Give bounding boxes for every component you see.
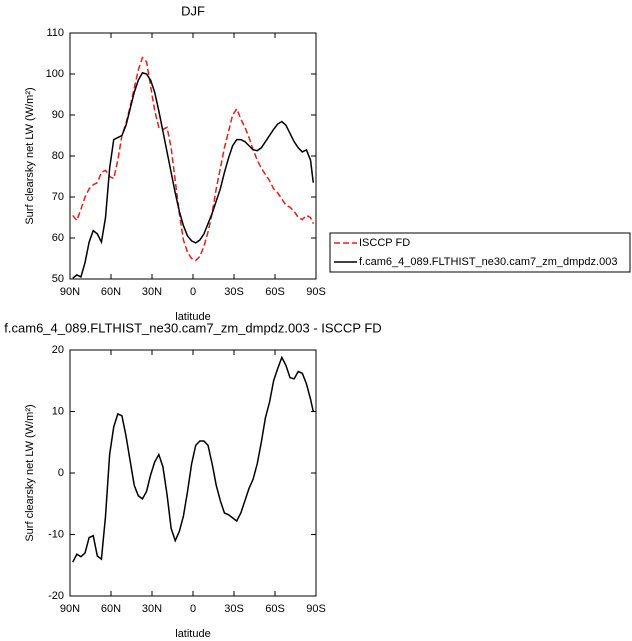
x-tick-label: 60S [265,286,285,298]
legend-box [329,232,631,273]
x-tick-label: 60N [101,286,121,298]
y-tick-label: 20 [52,344,64,356]
y-tick-label: 110 [46,27,64,39]
y-tick-label: 80 [52,150,64,162]
y-tick-label: 60 [52,232,64,244]
y-tick-label: 100 [46,68,64,80]
x-tick-label: 30N [142,603,162,615]
data-line [72,56,314,262]
legend-label: f.cam6_4_089.FLTHIST_ne30.cam7_zm_dmpdz.… [359,256,617,268]
data-line [72,355,315,563]
y-tick-label: -20 [48,590,64,602]
x-tick-label: 0 [190,286,196,298]
chart-title: DJF [181,3,205,18]
x-tick-label: 90N [60,603,80,615]
legend-label: ISCCP FD [359,237,410,249]
x-tick-label: 0 [190,603,196,615]
x-tick-label: 90N [60,286,80,298]
y-tick-label: -10 [48,528,64,540]
x-axis-label: latitude [175,311,210,323]
y-tick-label: 70 [52,191,64,203]
x-tick-label: 30S [224,286,244,298]
y-tick-label: 10 [52,405,64,417]
x-tick-label: 60S [265,603,285,615]
x-tick-label: 90S [306,603,326,615]
x-tick-label: 60N [101,603,121,615]
y-tick-label: 0 [58,467,64,479]
y-tick-label: 50 [52,273,64,285]
x-tick-label: 30N [142,286,162,298]
chart-title: f.cam6_4_089.FLTHIST_ne30.cam7_zm_dmpdz.… [4,320,381,335]
y-axis-label: Surf clearsky net LW (W/m²) [24,404,36,541]
x-tick-label: 90S [306,286,326,298]
x-axis-label: latitude [175,628,210,640]
data-line [72,71,315,279]
y-tick-label: 90 [52,109,64,121]
y-axis-label: Surf clearsky net LW (W/m²) [24,87,36,224]
x-tick-label: 30S [224,603,244,615]
plot-frame [69,349,317,597]
